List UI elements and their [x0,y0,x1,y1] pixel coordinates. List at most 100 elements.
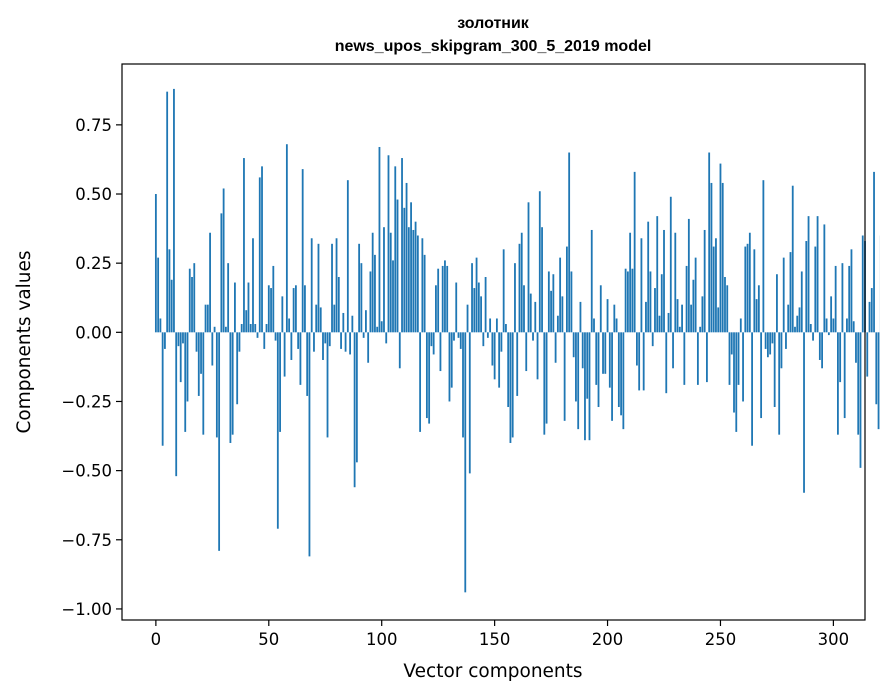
bar-component-280 [787,304,790,333]
bar-component-254 [728,332,731,385]
bar-component-159 [514,263,516,333]
bar-component-250 [719,163,722,333]
bar-component-57 [283,332,286,377]
bar-component-103 [387,155,390,333]
bar-component-300 [832,318,835,333]
bar-component-146 [484,277,487,333]
bar-component-186 [575,332,577,402]
bar-component-39 [243,158,245,333]
bar-component-231 [676,299,679,333]
bar-component-273 [771,332,774,344]
bar-component-124 [435,285,437,333]
bar-component-175 [550,290,552,333]
bar-component-244 [706,332,708,383]
bar-component-318 [873,171,875,333]
bar-component-75 [324,332,327,344]
bar-component-310 [855,332,857,363]
bar-component-90 [358,243,361,333]
bar-component-235 [685,265,688,333]
bar-component-291 [812,332,814,341]
bar-component-182 [565,246,568,333]
bar-component-173 [545,332,548,424]
bar-component-114 [412,229,415,333]
bar-component-121 [428,332,431,424]
bar-component-267 [757,285,760,333]
bar-component-55 [279,332,281,432]
bar-component-284 [796,315,799,333]
bar-component-193 [590,229,593,333]
bar-component-68 [308,332,311,557]
bar-component-66 [304,285,306,333]
bar-component-232 [678,326,681,333]
bar-component-92 [362,332,365,338]
bar-component-80 [335,238,338,333]
bar-component-58 [285,144,288,333]
bar-component-216 [642,332,645,391]
bar-component-279 [785,332,787,349]
bar-component-138 [466,304,469,333]
bar-component-265 [753,249,756,333]
bar-component-79 [333,304,336,333]
bar-component-76 [326,332,329,438]
bar-component-97 [374,254,376,333]
bar-component-107 [396,199,399,333]
bar-component-228 [669,196,672,333]
bar-component-270 [764,332,767,349]
bar-component-11 [179,332,182,383]
bar-component-81 [337,277,340,333]
bar-component-309 [852,321,855,333]
chart-title-word: золотник [457,15,530,32]
bar-component-221 [654,288,656,333]
bar-component-62 [294,285,297,333]
bar-component-109 [401,158,403,333]
bar-component-105 [392,260,394,333]
bar-component-307 [848,265,851,333]
bar-component-63 [297,332,300,349]
x-tick-label: 50 [258,630,279,649]
x-axis-ticks: 0 50 100 150 200 250 300 [151,620,849,649]
bar-component-56 [281,296,284,333]
bar-component-100 [380,321,383,333]
bar-component-286 [800,271,803,333]
bar-component-120 [425,332,428,419]
bar-component-94 [367,332,370,363]
bar-component-206 [620,332,622,416]
bar-component-165 [527,202,530,333]
bar-component-249 [717,307,720,333]
bar-component-149 [491,332,494,366]
bar-component-195 [595,332,598,385]
bar-component-302 [837,332,839,435]
bar-component-315 [866,332,869,377]
bar-component-281 [789,252,792,333]
bar-component-243 [703,229,706,333]
bar-component-69 [310,238,313,333]
bar-component-290 [809,324,812,333]
bar-component-1 [157,257,160,333]
bar-component-106 [394,166,397,333]
bar-component-238 [692,279,695,333]
bar-component-49 [265,324,268,333]
bar-component-214 [638,332,641,391]
bar-component-144 [480,296,482,333]
bar-component-37 [238,332,241,352]
bar-component-252 [724,277,726,333]
bar-component-245 [708,152,711,333]
bar-component-73 [319,307,322,333]
bar-component-13 [184,332,187,432]
bar-component-272 [769,332,772,355]
bar-component-93 [365,310,367,333]
bar-component-45 [256,332,259,338]
bar-component-22 [204,304,207,333]
bar-component-16 [191,277,193,333]
bar-component-78 [331,243,333,333]
x-tick-label: 100 [366,630,398,649]
bar-component-222 [656,216,659,333]
bar-component-241 [699,326,702,333]
bar-component-202 [611,332,613,421]
bar-component-316 [868,301,871,333]
bar-component-258 [737,332,740,385]
bar-component-23 [206,304,209,333]
bar-component-274 [773,332,776,408]
bar-component-27 [215,332,218,438]
bar-component-86 [349,332,351,355]
